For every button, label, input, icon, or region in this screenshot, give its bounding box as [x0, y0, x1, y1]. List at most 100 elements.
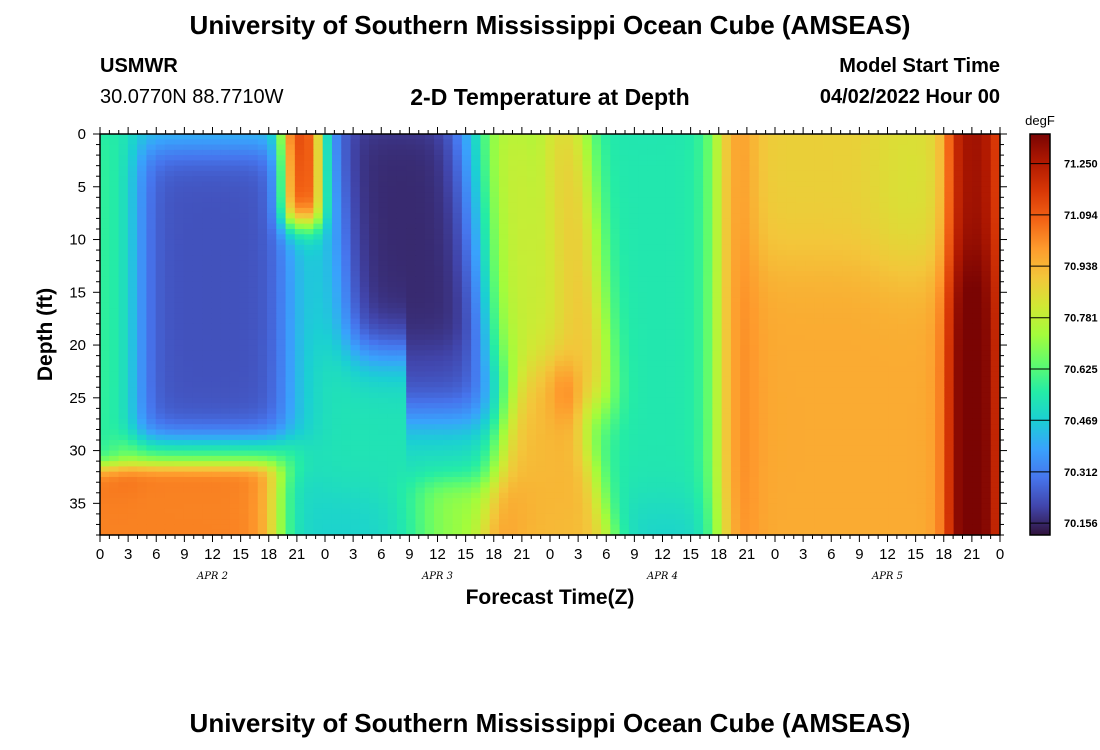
heatmap-cell [536, 213, 546, 220]
heatmap-cell [591, 186, 602, 193]
heatmap-cell [953, 181, 964, 188]
heatmap-cell [962, 350, 973, 357]
heatmap-cell [665, 170, 676, 177]
heatmap-cell [202, 276, 212, 283]
heatmap-cell [795, 281, 806, 288]
heatmap-cell [517, 239, 528, 246]
heatmap-cell [721, 397, 732, 404]
heatmap-cell [610, 207, 621, 214]
heatmap-cell [267, 334, 277, 341]
heatmap-cell [916, 223, 927, 230]
heatmap-cell [146, 371, 157, 378]
heatmap-cell [100, 376, 110, 383]
heatmap-cell [526, 160, 537, 167]
heatmap-cell [526, 329, 537, 336]
heatmap-cell [424, 207, 435, 214]
heatmap-cell [202, 244, 212, 251]
heatmap-cell [962, 360, 973, 367]
heatmap-cell [137, 165, 147, 172]
heatmap-cell [350, 371, 361, 378]
heatmap-cell [536, 170, 546, 177]
heatmap-cell [192, 218, 203, 225]
heatmap-cell [944, 207, 955, 214]
heatmap-cell [656, 323, 667, 330]
heatmap-cell [517, 339, 528, 346]
heatmap-cell [777, 192, 788, 198]
heatmap-cell [805, 234, 816, 241]
heatmap-cell [563, 350, 574, 357]
heatmap-cell [860, 339, 871, 346]
heatmap-cell [341, 213, 352, 220]
heatmap-cell [415, 313, 426, 320]
heatmap-cell [155, 387, 166, 394]
heatmap-cell [786, 155, 797, 161]
heatmap-cell [879, 339, 890, 346]
heatmap-cell [563, 313, 574, 320]
heatmap-cell [665, 186, 676, 193]
heatmap-cell [369, 239, 379, 246]
heatmap-cell [740, 250, 751, 256]
heatmap-cell [294, 260, 305, 267]
heatmap-cell [498, 260, 509, 267]
heatmap-cell [452, 276, 463, 283]
heatmap-cell [768, 160, 778, 167]
heatmap-cell [489, 276, 500, 283]
heatmap-cell [832, 202, 843, 209]
heatmap-cell [313, 366, 324, 373]
heatmap-cell [508, 181, 519, 188]
heatmap-cell [749, 339, 760, 346]
heatmap-cell [907, 376, 918, 383]
heatmap-cell [944, 281, 955, 288]
heatmap-cell [721, 287, 732, 293]
heatmap-cell [526, 302, 537, 309]
heatmap-cell [582, 144, 593, 151]
heatmap-cell [137, 281, 147, 288]
heatmap-cell [109, 144, 120, 151]
heatmap-cell [137, 334, 147, 341]
heatmap-cell [285, 329, 296, 336]
heatmap-cell [517, 202, 528, 209]
heatmap-cell [183, 381, 194, 388]
heatmap-cell [304, 271, 314, 278]
heatmap-cell [897, 197, 908, 204]
heatmap-cell [350, 339, 361, 346]
heatmap-cell [628, 197, 639, 204]
heatmap-cell [396, 287, 407, 293]
heatmap-cell [740, 329, 751, 336]
heatmap-cell [647, 292, 658, 299]
heatmap-cell [304, 265, 314, 272]
heatmap-cell [721, 155, 732, 161]
heatmap-cell [239, 144, 250, 151]
heatmap-cell [777, 318, 788, 325]
heatmap-cell [489, 350, 500, 357]
heatmap-cell [415, 170, 426, 177]
heatmap-cell [619, 239, 630, 246]
heatmap-cell [601, 329, 611, 336]
heatmap-cell [526, 371, 537, 378]
heatmap-cell [953, 308, 964, 314]
heatmap-cell [415, 181, 426, 188]
heatmap-cell [452, 308, 463, 314]
heatmap-cell [814, 144, 825, 151]
heatmap-cell [183, 287, 194, 293]
heatmap-cell [601, 287, 611, 293]
heatmap-cell [508, 387, 519, 394]
heatmap-cell [545, 292, 556, 299]
heatmap-cell [573, 218, 584, 225]
heatmap-cell [378, 181, 389, 188]
heatmap-cell [749, 239, 760, 246]
heatmap-cell [322, 234, 333, 241]
heatmap-cell [851, 176, 862, 183]
heatmap-cell [517, 228, 528, 235]
heatmap-cell [591, 339, 602, 346]
heatmap-cell [285, 213, 296, 220]
heatmap-cell [248, 403, 259, 409]
heatmap-cell [341, 139, 352, 146]
heatmap-cell [285, 155, 296, 161]
heatmap-cell [684, 165, 695, 172]
heatmap-cell [953, 302, 964, 309]
heatmap-cell [916, 339, 927, 346]
heatmap-cell [359, 281, 370, 288]
heatmap-cell [183, 345, 194, 351]
heatmap-cell [665, 234, 676, 241]
